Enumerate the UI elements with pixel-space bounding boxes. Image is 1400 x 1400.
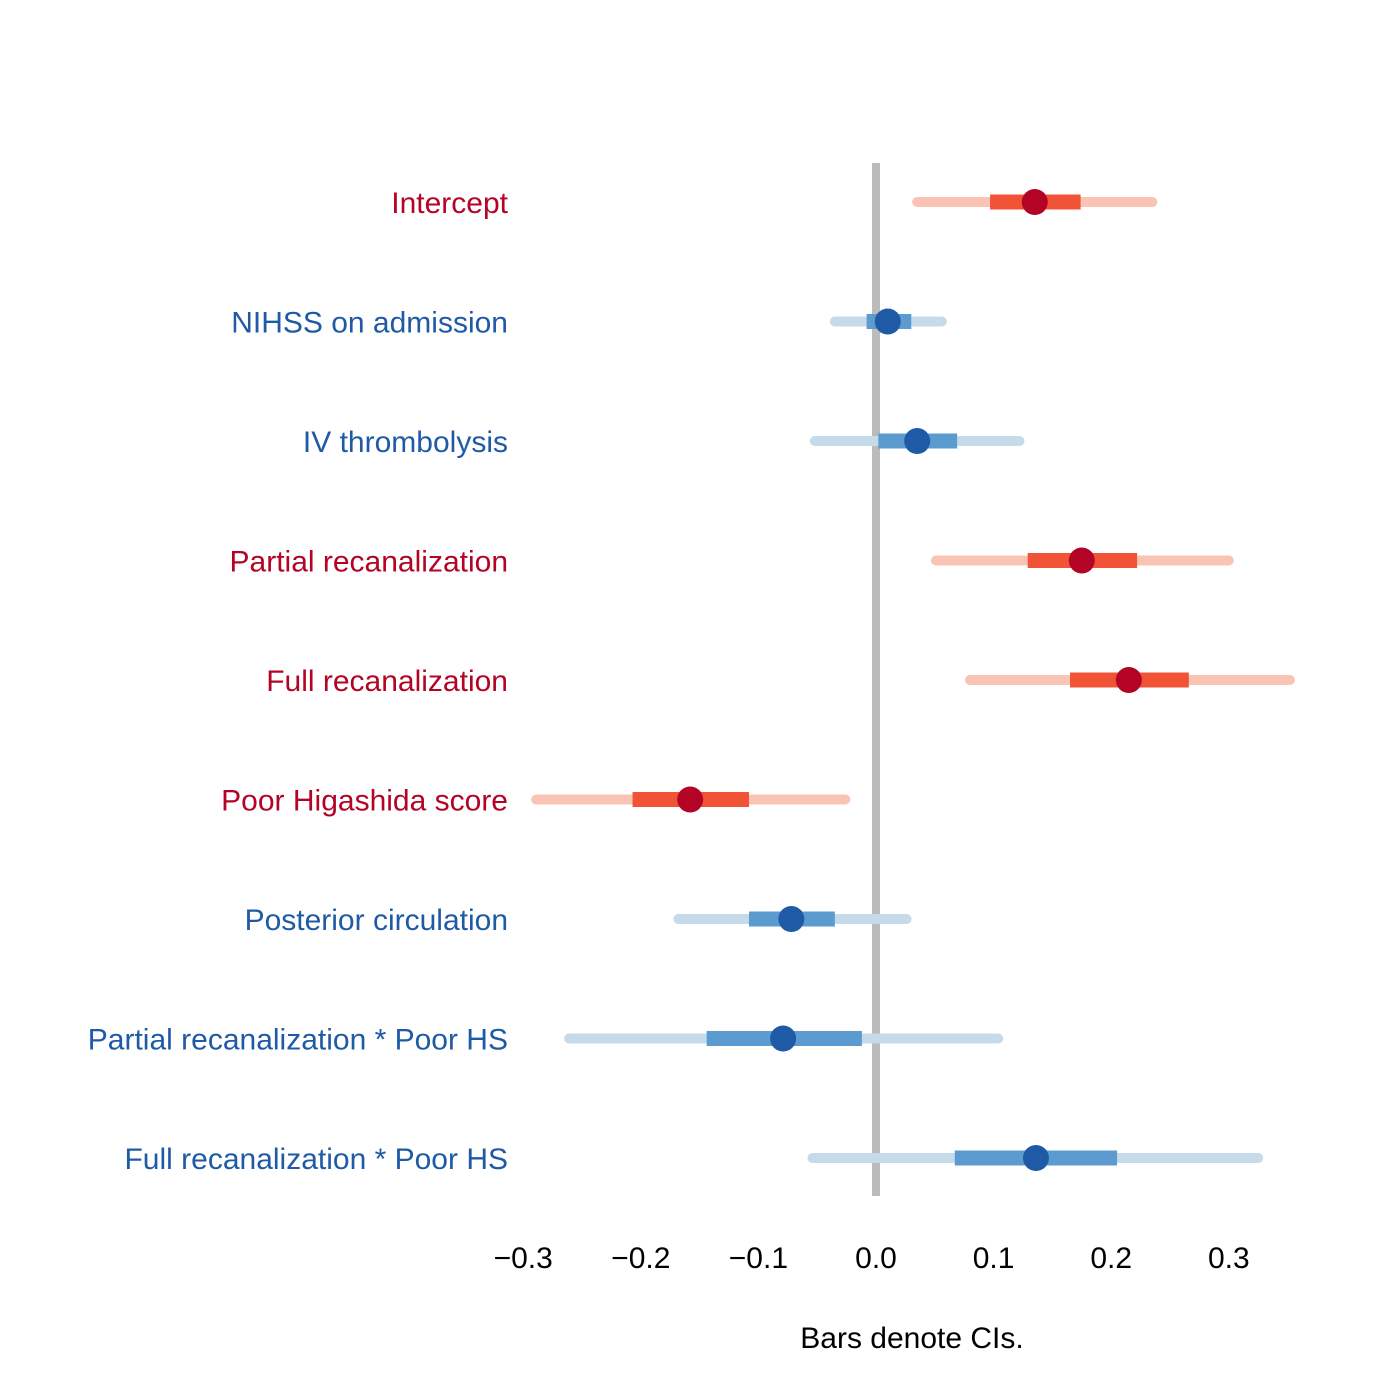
term-label-posterior-circulation: Posterior circulation bbox=[245, 904, 508, 937]
x-tick-label: 0.1 bbox=[973, 1242, 1015, 1275]
x-tick-label: −0.3 bbox=[494, 1242, 553, 1275]
term-label-full-recanalization-poor-hs: Full recanalization * Poor HS bbox=[124, 1143, 508, 1176]
x-tick-label: −0.2 bbox=[611, 1242, 670, 1275]
x-tick-label: 0.2 bbox=[1090, 1242, 1132, 1275]
estimate-point-intercept bbox=[1021, 189, 1048, 215]
estimate-point-poor-higashida-score bbox=[677, 786, 704, 813]
term-label-full-recanalization: Full recanalization bbox=[266, 665, 508, 698]
confidence-intervals bbox=[531, 189, 1295, 1171]
term-label-iv-thrombolysis: IV thrombolysis bbox=[303, 426, 508, 459]
estimate-point-iv-thrombolysis bbox=[904, 428, 931, 454]
x-tick-label: −0.1 bbox=[729, 1242, 788, 1275]
x-tick-label: 0.3 bbox=[1208, 1242, 1250, 1275]
estimate-point-partial-recanalization-poor-hs bbox=[770, 1025, 797, 1052]
estimate-point-posterior-circulation bbox=[778, 906, 805, 932]
estimate-point-full-recanalization bbox=[1115, 667, 1142, 693]
x-axis-ticks: −0.3 −0.2 −0.1 0.0 0.1 0.2 0.3 bbox=[494, 1242, 1250, 1275]
estimate-point-full-recanalization-poor-hs bbox=[1022, 1145, 1049, 1171]
term-labels: Intercept NIHSS on admission IV thrombolys… bbox=[88, 187, 509, 1176]
term-label-partial-recanalization-poor-hs: Partial recanalization * Poor HS bbox=[88, 1024, 508, 1057]
term-label-nihss-on-admission: NIHSS on admission bbox=[231, 307, 508, 340]
term-label-poor-higashida-score: Poor Higashida score bbox=[221, 785, 508, 818]
estimate-point-partial-recanalization bbox=[1068, 547, 1095, 574]
term-label-intercept: Intercept bbox=[391, 187, 508, 220]
x-axis-title: Bars denote CIs. bbox=[800, 1322, 1023, 1355]
x-tick-label: 0.0 bbox=[855, 1242, 897, 1275]
term-label-partial-recanalization: Partial recanalization bbox=[230, 546, 508, 579]
estimate-point-nihss-on-admission bbox=[874, 308, 901, 335]
